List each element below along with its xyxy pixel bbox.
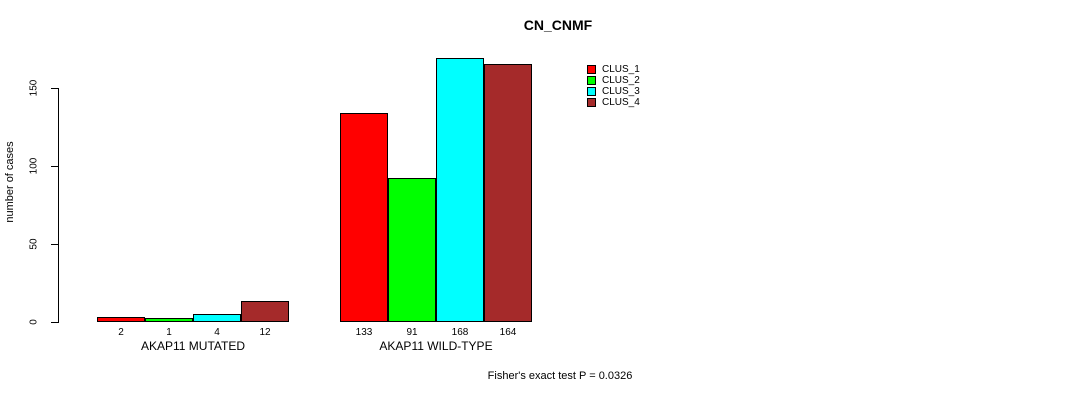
y-tick — [51, 322, 58, 323]
y-tick-label: 100 — [28, 157, 40, 175]
bar-value-label: 1 — [166, 327, 172, 338]
legend-swatch-icon — [587, 76, 596, 85]
y-tick — [51, 88, 58, 89]
legend-label: CLUS_2 — [602, 75, 640, 86]
bar-clus-2-akap11-mutated — [145, 318, 193, 322]
bar-clus-4-akap11-mutated — [241, 301, 289, 322]
bar-value-label: 133 — [355, 327, 373, 338]
legend-item-clus-4: CLUS_4 — [587, 97, 640, 108]
legend-label: CLUS_4 — [602, 97, 640, 108]
bar-value-label: 4 — [214, 327, 220, 338]
legend: CLUS_1 CLUS_2 CLUS_3 CLUS_4 — [587, 64, 640, 108]
legend-item-clus-3: CLUS_3 — [587, 86, 640, 97]
y-tick-label: 50 — [28, 238, 40, 250]
bar-clus-4-akap11-wild-type — [484, 64, 532, 322]
bar-clus-1-akap11-wild-type — [340, 113, 388, 322]
y-tick-label: 0 — [28, 319, 40, 325]
y-axis-label: number of cases — [4, 141, 16, 223]
bar-clus-1-akap11-mutated — [97, 317, 145, 322]
y-tick — [51, 244, 58, 245]
bar-value-label: 2 — [118, 327, 124, 338]
bar-clus-2-akap11-wild-type — [388, 178, 436, 322]
legend-swatch-icon — [587, 98, 596, 107]
y-tick-label: 150 — [28, 79, 40, 97]
fisher-test-annotation: Fisher's exact test P = 0.0326 — [487, 370, 633, 382]
legend-swatch-icon — [587, 87, 596, 96]
group-label-akap11-mutated: AKAP11 MUTATED — [140, 339, 246, 353]
legend-swatch-icon — [587, 65, 596, 74]
group-label-akap11-wild-type: AKAP11 WILD-TYPE — [379, 339, 493, 353]
legend-label: CLUS_1 — [602, 64, 640, 75]
legend-label: CLUS_3 — [602, 86, 640, 97]
y-tick — [51, 166, 58, 167]
bar-value-label: 91 — [406, 327, 418, 338]
bar-value-label: 164 — [499, 327, 517, 338]
bar-clus-3-akap11-wild-type — [436, 58, 484, 322]
bar-clus-3-akap11-mutated — [193, 314, 241, 322]
chart-title: CN_CNMF — [523, 17, 593, 33]
legend-item-clus-1: CLUS_1 — [587, 64, 640, 75]
y-axis-line — [58, 88, 59, 323]
bar-value-label: 168 — [451, 327, 469, 338]
bar-value-label: 12 — [259, 327, 271, 338]
legend-item-clus-2: CLUS_2 — [587, 75, 640, 86]
